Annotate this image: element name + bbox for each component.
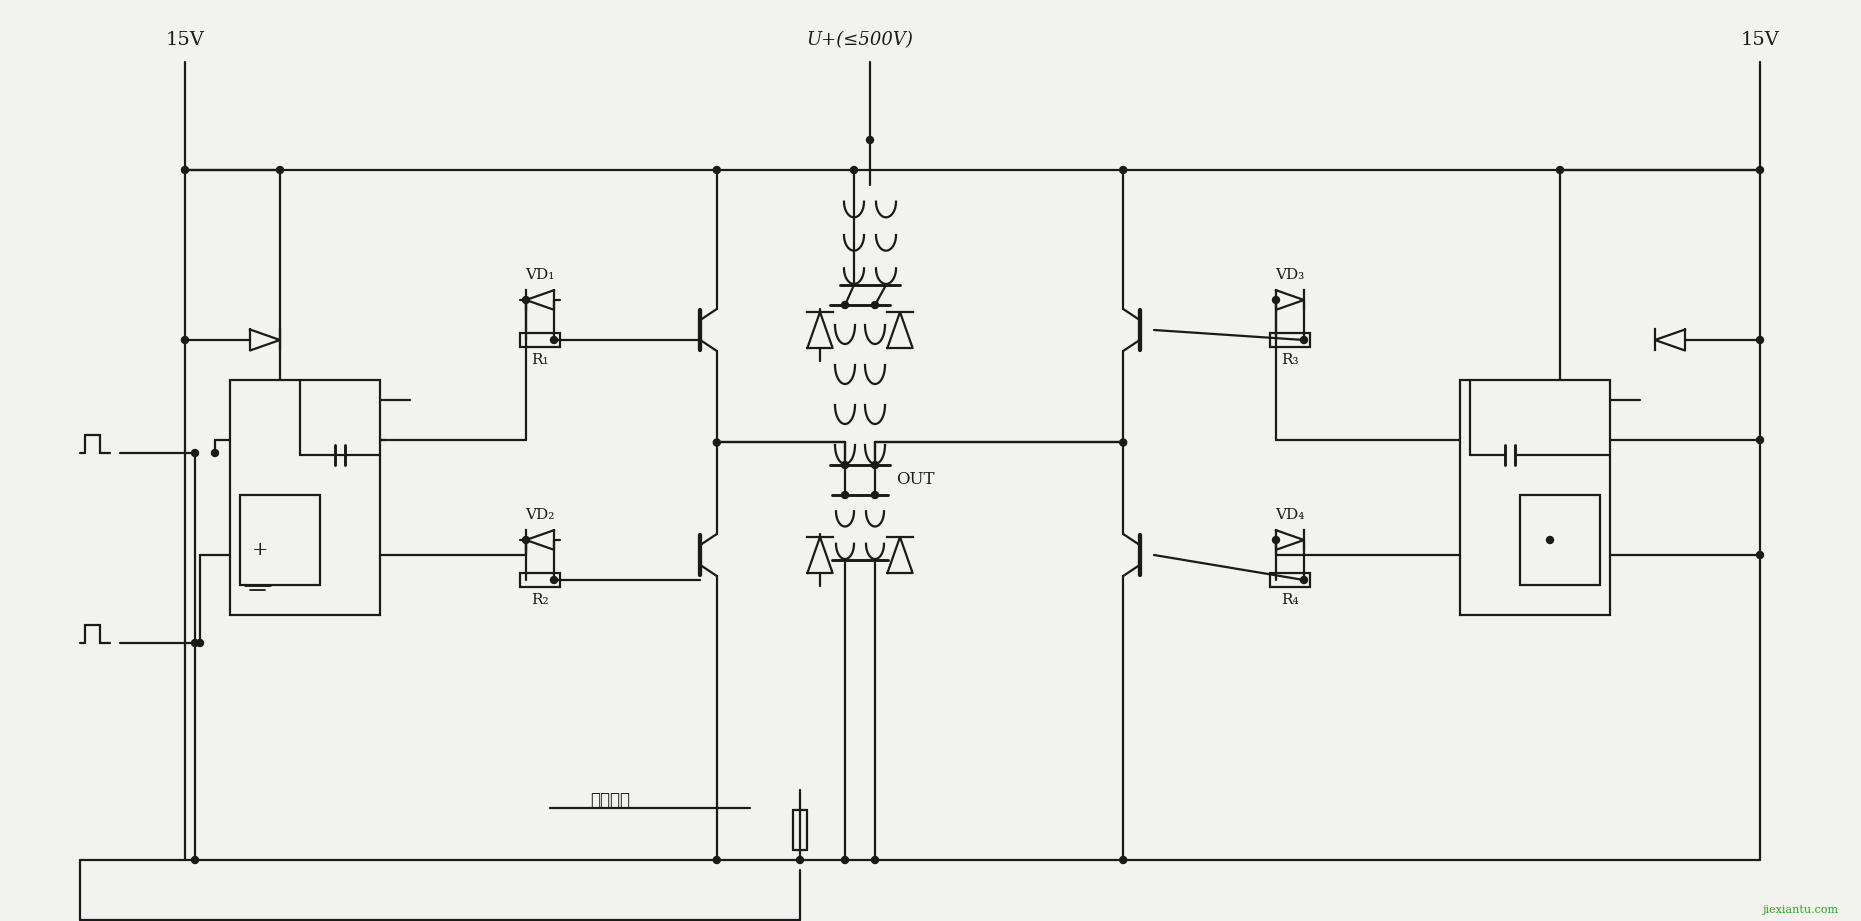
- Circle shape: [867, 136, 873, 144]
- Circle shape: [841, 857, 849, 864]
- Circle shape: [871, 301, 878, 309]
- Circle shape: [1273, 537, 1280, 543]
- Circle shape: [192, 857, 199, 864]
- Circle shape: [277, 167, 283, 173]
- Circle shape: [1757, 167, 1764, 173]
- Text: 15V: 15V: [166, 31, 205, 49]
- Bar: [1461, 380, 1610, 615]
- Bar: [240, 495, 320, 585]
- Circle shape: [841, 301, 849, 309]
- Text: R₄: R₄: [1280, 593, 1299, 607]
- Circle shape: [1757, 336, 1764, 344]
- Text: VD₁: VD₁: [525, 268, 555, 282]
- Text: R₂: R₂: [530, 593, 549, 607]
- Circle shape: [713, 439, 720, 446]
- Circle shape: [1546, 537, 1554, 543]
- Circle shape: [850, 167, 858, 173]
- Circle shape: [192, 449, 199, 457]
- Circle shape: [1301, 577, 1308, 584]
- Bar: [793, 810, 808, 850]
- Text: 15V: 15V: [1740, 31, 1779, 49]
- Circle shape: [1273, 297, 1280, 304]
- Circle shape: [551, 336, 558, 344]
- Text: R₁: R₁: [530, 353, 549, 367]
- Circle shape: [523, 297, 530, 304]
- Circle shape: [197, 639, 203, 647]
- Text: +: +: [251, 541, 268, 559]
- Circle shape: [1757, 552, 1764, 558]
- Circle shape: [182, 167, 188, 173]
- Circle shape: [551, 577, 558, 584]
- Bar: [519, 573, 560, 587]
- Bar: [231, 380, 380, 615]
- Circle shape: [192, 639, 199, 647]
- Text: OUT: OUT: [895, 472, 934, 488]
- Text: R₃: R₃: [1280, 353, 1299, 367]
- Circle shape: [212, 449, 218, 457]
- Circle shape: [871, 857, 878, 864]
- Bar: [1269, 573, 1310, 587]
- Circle shape: [841, 492, 849, 498]
- Circle shape: [523, 537, 530, 543]
- Circle shape: [871, 461, 878, 469]
- Text: VD₄: VD₄: [1275, 508, 1305, 522]
- Circle shape: [713, 857, 720, 864]
- Circle shape: [1120, 439, 1126, 446]
- Text: VD₂: VD₂: [525, 508, 555, 522]
- Circle shape: [1757, 437, 1764, 444]
- Circle shape: [1120, 857, 1126, 864]
- Bar: [519, 333, 560, 347]
- Bar: [1269, 333, 1310, 347]
- Bar: [1520, 495, 1600, 585]
- Circle shape: [797, 857, 804, 864]
- Circle shape: [1556, 167, 1563, 173]
- Circle shape: [713, 167, 720, 173]
- Circle shape: [1120, 167, 1126, 173]
- Circle shape: [1301, 336, 1308, 344]
- Circle shape: [871, 492, 878, 498]
- Text: jiexiantu.com: jiexiantu.com: [1762, 905, 1839, 915]
- Circle shape: [182, 336, 188, 344]
- Text: U+(≤500V): U+(≤500V): [806, 31, 914, 49]
- Circle shape: [841, 461, 849, 469]
- Text: 电流检测: 电流检测: [590, 791, 631, 809]
- Text: VD₃: VD₃: [1275, 268, 1305, 282]
